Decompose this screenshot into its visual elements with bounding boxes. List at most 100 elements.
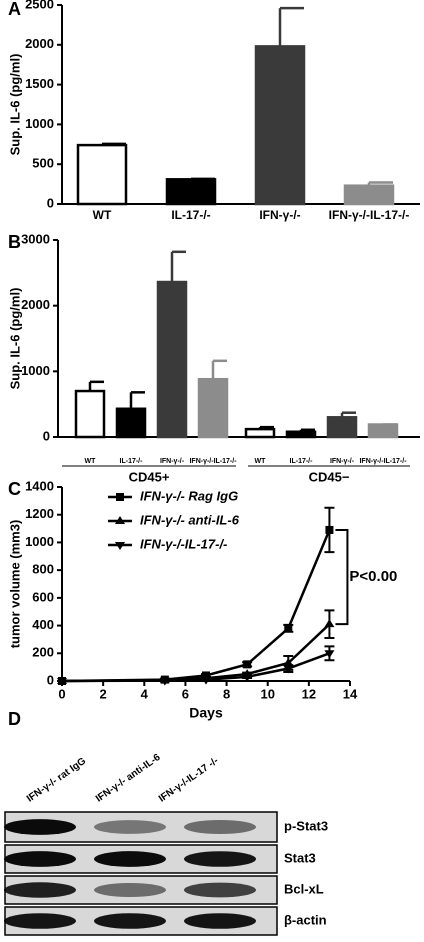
band: [4, 913, 76, 929]
band: [4, 851, 76, 867]
point: [284, 624, 293, 633]
x-tick-label: 12: [302, 686, 316, 701]
panel-label: B: [8, 232, 21, 252]
y-tick-label: 1000: [25, 116, 54, 131]
x-tick-label: WT: [255, 458, 267, 465]
y-tick-label: 500: [32, 156, 54, 171]
y-tick-label: 1400: [25, 478, 54, 493]
y-tick-label: 0: [47, 672, 54, 687]
legend-marker: [116, 493, 124, 501]
bar: [367, 423, 399, 439]
point: [325, 525, 334, 534]
legend-label: IFN-γ-/- Rag IgG: [140, 488, 238, 503]
y-axis-label: tumor volume (mm3): [7, 520, 22, 649]
y-tick-label: 800: [32, 562, 54, 577]
x-tick-label: 14: [343, 686, 358, 701]
row-label: Stat3: [284, 850, 316, 865]
band: [94, 883, 166, 897]
band: [184, 851, 256, 867]
x-tick-label: WT: [85, 458, 97, 465]
lane-label: IFN-γ-/- rat IgG: [25, 756, 88, 805]
lane-label: IFN-γ-/-IL-17 -/-: [157, 755, 221, 804]
y-tick-label: 0: [43, 428, 50, 443]
x-tick-label: IL-17-/-: [120, 458, 144, 465]
panel-label: C: [8, 479, 21, 499]
bar: [74, 389, 106, 439]
point: [283, 657, 294, 666]
y-tick-label: 2000: [25, 36, 54, 51]
y-tick-label: 2000: [21, 297, 50, 312]
band: [94, 913, 166, 929]
panel-label: D: [8, 709, 21, 729]
x-tick-label: IFN-γ-/-: [160, 458, 185, 465]
y-tick-label: 2500: [25, 0, 54, 11]
band: [184, 820, 256, 834]
bar: [156, 280, 188, 439]
x-tick-label: IL-17-/-: [171, 208, 210, 222]
bar: [254, 45, 306, 206]
band: [4, 819, 76, 835]
x-tick-label: 8: [223, 686, 230, 701]
bar: [165, 178, 217, 206]
legend-marker: [115, 542, 125, 550]
band: [94, 851, 166, 867]
y-tick-label: 200: [32, 645, 54, 660]
x-tick-label: IL-17-/-: [290, 458, 314, 465]
panel-label: A: [8, 0, 21, 19]
group-label: CD45+: [129, 469, 170, 484]
y-axis-label: Sup. IL-6 (pg/ml): [7, 54, 22, 156]
bar: [285, 430, 317, 439]
bar: [76, 143, 128, 206]
point: [159, 677, 170, 686]
point: [242, 673, 253, 682]
y-tick-label: 1500: [25, 76, 54, 91]
x-tick-label: IFN-γ-/-: [330, 458, 355, 465]
bar: [343, 184, 395, 206]
y-tick-label: 400: [32, 617, 54, 632]
annotation: P<0.00: [349, 568, 397, 585]
y-tick-label: 600: [32, 589, 54, 604]
x-tick-label: 0: [58, 686, 65, 701]
y-tick-label: 1200: [25, 506, 54, 521]
lane-label: IFN-γ-/- anti-IL-6: [94, 752, 163, 805]
bar: [326, 416, 358, 439]
x-tick-label: IFN-γ-/-IL-17-/-: [189, 458, 237, 465]
point: [324, 619, 335, 628]
bar: [115, 407, 147, 439]
y-tick-label: 1000: [21, 363, 50, 378]
band: [184, 913, 256, 929]
legend-marker: [115, 516, 125, 524]
row-label: p-Stat3: [284, 818, 328, 833]
series-line: [61, 529, 331, 683]
row-label: Bcl-xL: [284, 881, 324, 896]
legend-label: IFN-γ-/- anti-IL-6: [140, 512, 240, 527]
point: [324, 650, 335, 659]
band: [94, 820, 166, 834]
bracket: [335, 528, 349, 626]
x-axis-label: Days: [189, 705, 223, 721]
point: [243, 660, 252, 669]
x-tick-label: 10: [260, 686, 274, 701]
x-tick-label: 6: [182, 686, 189, 701]
x-tick-label: 4: [141, 686, 149, 701]
x-tick-label: WT: [93, 208, 112, 222]
y-tick-label: 0: [47, 195, 54, 210]
x-tick-label: IFN-γ-/-: [259, 208, 300, 222]
band: [184, 882, 256, 898]
row-label: β-actin: [284, 912, 327, 927]
x-tick-label: 2: [100, 686, 107, 701]
y-tick-label: 3000: [21, 231, 50, 246]
bar: [244, 427, 276, 439]
bar: [197, 377, 229, 439]
y-axis-label: Sup. IL-6 (pg/ml): [7, 288, 22, 390]
y-tick-label: 1000: [25, 534, 54, 549]
band: [4, 882, 76, 898]
point: [57, 678, 67, 686]
x-tick-label: IFN-γ-/-IL-17-/-: [329, 208, 410, 222]
point: [283, 665, 294, 674]
x-tick-label: IFN-γ-/-IL-17-/-: [359, 458, 407, 465]
legend-label: IFN-γ-/-IL-17-/-: [140, 536, 227, 551]
group-label: CD45−: [309, 469, 350, 484]
